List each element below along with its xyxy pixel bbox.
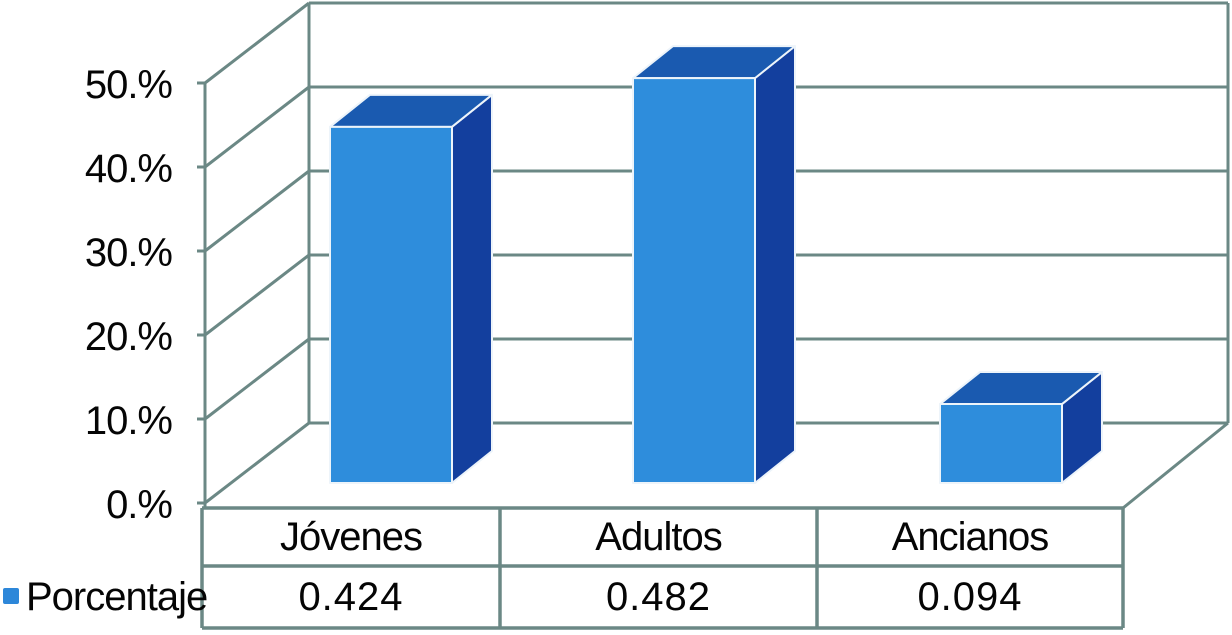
- value-cell: 0.482: [606, 575, 711, 619]
- left-wall-gridline: [204, 1, 310, 85]
- category-label: Ancianos: [892, 515, 1049, 559]
- bar-jovenes: [329, 93, 493, 484]
- y-tick-label: 40.%: [85, 147, 173, 191]
- y-tick-label: 0.%: [106, 483, 172, 527]
- left-wall-gridline: [204, 169, 310, 253]
- left-wall-gridline: [204, 85, 310, 169]
- floor-right-edge: [1122, 421, 1229, 510]
- y-tick-label: 20.%: [85, 315, 173, 359]
- bar-front-face: [939, 403, 1063, 484]
- category-label: Jóvenes: [280, 515, 422, 559]
- left-wall-gridline: [204, 253, 310, 337]
- bar-side-face: [754, 45, 796, 484]
- y-tick-label: 50.%: [85, 63, 173, 107]
- bar-ancianos: [939, 371, 1103, 484]
- category-label: Adultos: [595, 515, 721, 559]
- value-cell: 0.094: [917, 575, 1022, 619]
- left-wall-gridline: [204, 421, 310, 505]
- left-wall-gridline: [204, 337, 310, 421]
- legend-label: Porcentaje: [26, 575, 207, 619]
- bar-side-face: [451, 93, 493, 484]
- value-cell: 0.424: [298, 575, 403, 619]
- y-tick-label: 10.%: [85, 399, 173, 443]
- y-tick-label: 30.%: [85, 231, 173, 275]
- bar-adultos: [632, 45, 796, 484]
- bar-front-face: [632, 77, 756, 484]
- legend-marker-square: [3, 588, 19, 604]
- bar-front-face: [329, 125, 453, 484]
